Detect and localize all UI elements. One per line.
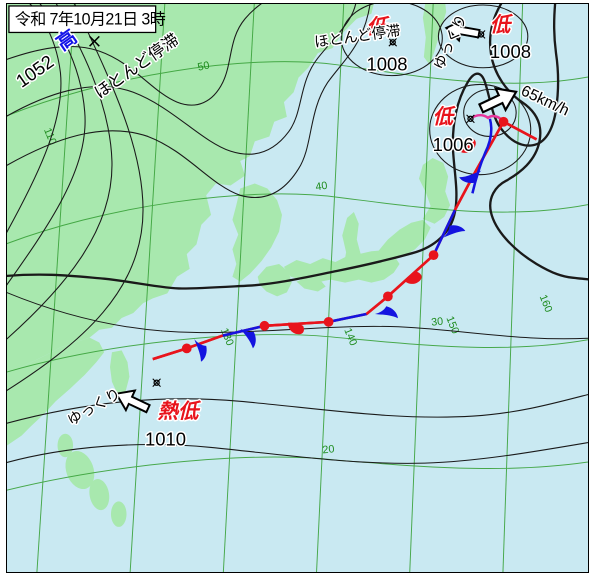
svg-text:熱低: 熱低 xyxy=(158,400,202,423)
svg-text:50: 50 xyxy=(197,59,211,73)
svg-text:1010: 1010 xyxy=(145,428,186,449)
svg-text:1006: 1006 xyxy=(433,134,474,155)
svg-text:令和 7年10月21日 3時: 令和 7年10月21日 3時 xyxy=(15,11,166,29)
svg-text:20: 20 xyxy=(322,443,335,456)
svg-text:30: 30 xyxy=(431,316,444,329)
svg-text:40: 40 xyxy=(315,180,328,194)
svg-text:1008: 1008 xyxy=(490,41,531,62)
svg-text:1008: 1008 xyxy=(367,54,408,75)
svg-text:低: 低 xyxy=(490,13,514,36)
svg-text:低: 低 xyxy=(433,106,457,129)
